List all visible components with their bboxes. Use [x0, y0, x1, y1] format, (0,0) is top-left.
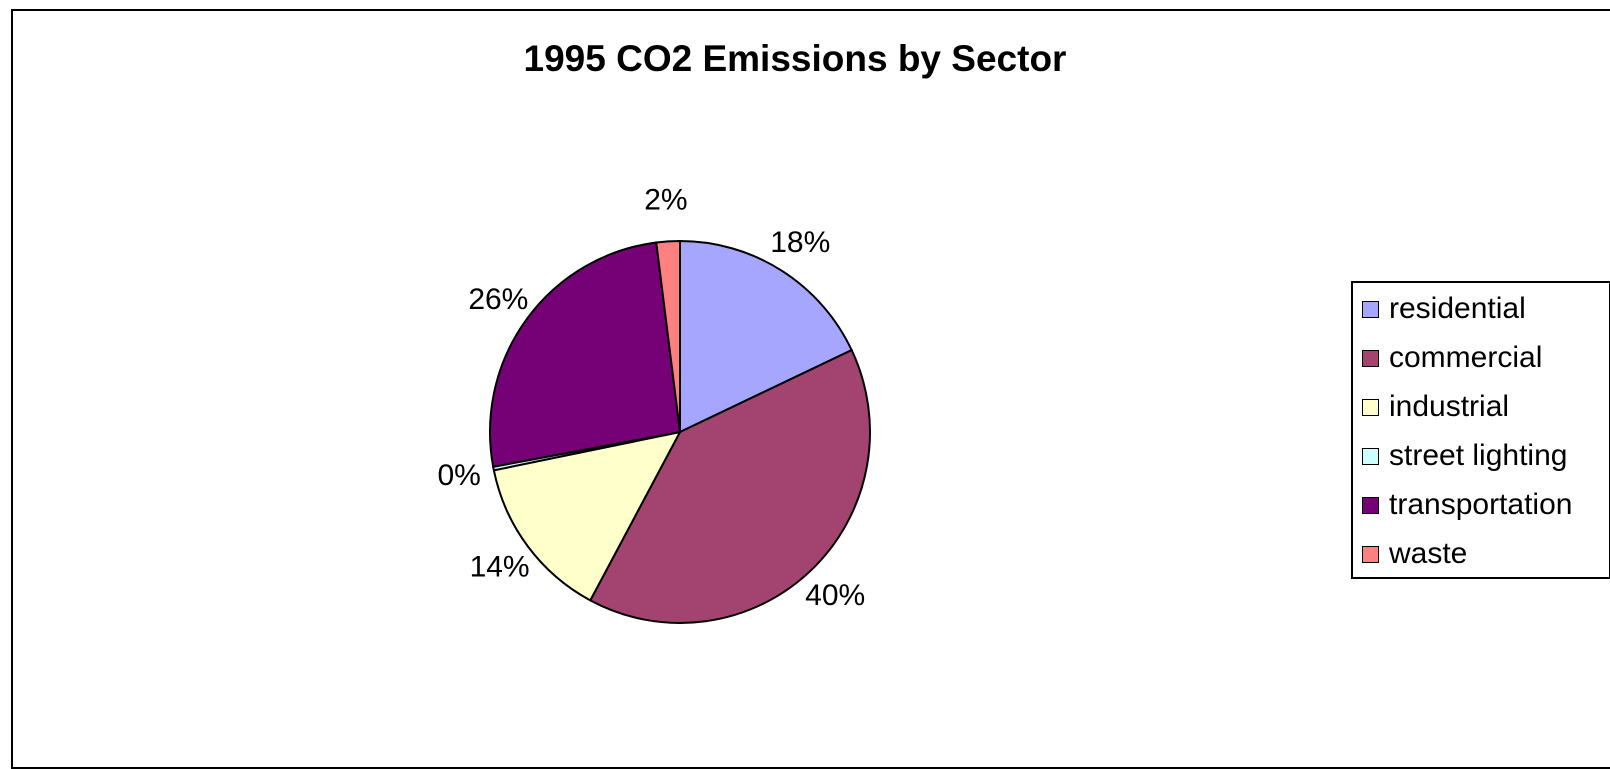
pie-slice-transportation	[489, 241, 682, 468]
legend-item-waste: waste	[1353, 536, 1610, 576]
data-label-waste: 2%	[644, 183, 687, 216]
legend-item-residential: residential	[1353, 291, 1610, 331]
legend-item-industrial: industrial	[1353, 389, 1610, 429]
pie-chart: 18% 40% 14% 0% 26% 2%	[437, 183, 871, 624]
legend-swatch	[1362, 350, 1379, 367]
pie-slice-residential	[679, 239, 853, 434]
legend-swatch	[1362, 399, 1379, 416]
data-label-commercial: 40%	[805, 579, 865, 612]
legend-item-commercial: commercial	[1353, 340, 1610, 380]
legend-swatch	[1362, 546, 1379, 563]
legend-item-transportation: transportation	[1353, 487, 1610, 527]
pie-slice-industrial	[492, 430, 682, 602]
data-label-transportation: 26%	[468, 283, 528, 316]
pie-slice-commercial	[588, 348, 871, 624]
legend-label: transportation	[1389, 488, 1573, 521]
data-label-street-lighting: 0%	[437, 459, 480, 492]
legend-swatch	[1362, 301, 1379, 318]
legend-item-street-lighting: street lighting	[1353, 438, 1610, 478]
legend-swatch	[1362, 448, 1379, 465]
legend-label: residential	[1389, 292, 1526, 325]
legend-label: waste	[1389, 537, 1468, 570]
chart-title: 1995 CO2 Emissions by Sector	[523, 38, 1067, 79]
data-label-residential: 18%	[770, 226, 830, 259]
legend-label: commercial	[1389, 341, 1543, 374]
legend-swatch	[1362, 497, 1379, 514]
legend: residential commercial industrial street li…	[1351, 281, 1610, 579]
legend-label: industrial	[1389, 390, 1510, 423]
data-label-industrial: 14%	[470, 550, 530, 583]
legend-label: street lighting	[1389, 439, 1568, 472]
pie-slice-waste	[655, 239, 681, 433]
